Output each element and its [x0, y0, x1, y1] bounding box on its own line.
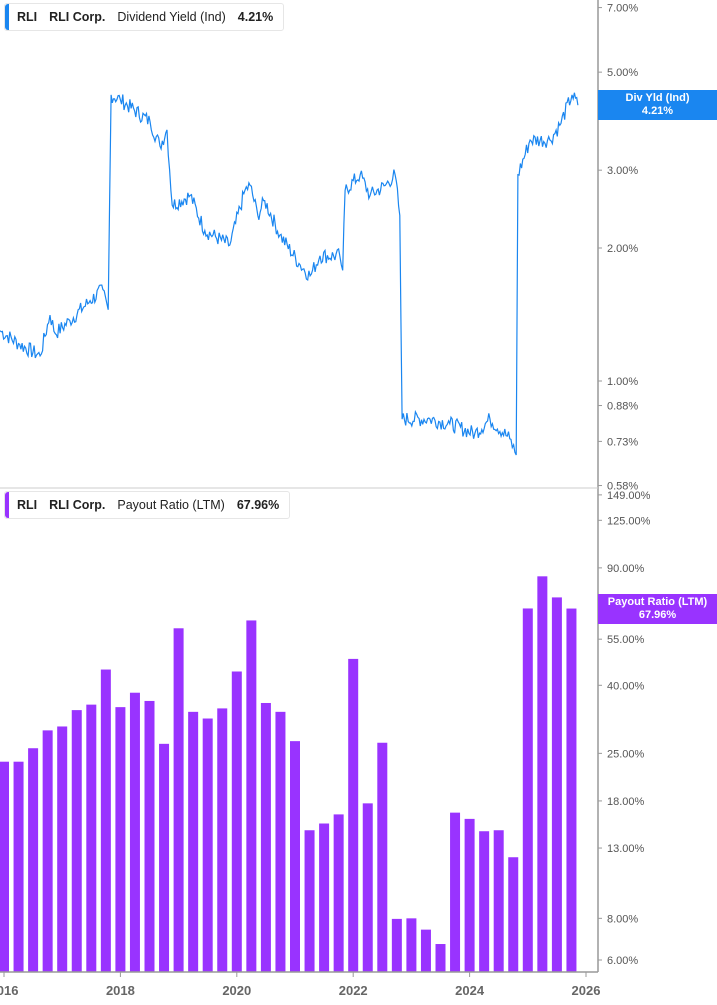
legend-color-swatch [5, 4, 9, 30]
yield-y-tick-label: 2.00% [607, 243, 638, 255]
legend-company: RLI Corp. [49, 10, 106, 24]
payout-bar [144, 700, 155, 972]
yield-y-tick-label: 1.00% [607, 376, 638, 388]
payout-bar [304, 830, 315, 972]
payout-bar [246, 620, 257, 972]
payout-bar [406, 918, 417, 972]
payout-y-tick-label: 13.00% [607, 843, 645, 855]
x-tick-label: 2022 [339, 983, 368, 998]
legend-value: 67.96% [236, 498, 280, 512]
x-tick-label: 2016 [0, 983, 18, 998]
legend-ticker: RLI [17, 498, 38, 512]
payout-bar [450, 812, 461, 972]
yield-y-tick-label: 5.00% [607, 67, 638, 79]
badge-value: 67.96% [638, 609, 677, 621]
payout-bar [333, 814, 344, 972]
payout-bar [202, 718, 213, 972]
legend-ticker: RLI [17, 10, 38, 24]
payout-bar [217, 708, 228, 972]
payout-bar [348, 658, 359, 972]
payout-bar [537, 576, 548, 972]
payout-y-tick-label: 125.00% [607, 515, 651, 527]
legend-color-swatch [5, 492, 9, 518]
payout-bar [391, 918, 402, 972]
yield-y-tick-label: 0.88% [607, 401, 638, 413]
payout-bar [86, 704, 97, 972]
payout-bar [522, 608, 533, 972]
payout-bar [115, 707, 126, 972]
yield-y-tick-label: 0.73% [607, 436, 638, 448]
payout-bar [435, 944, 446, 972]
payout-y-tick-label: 8.00% [607, 913, 638, 925]
legend-company: RLI Corp. [49, 498, 106, 512]
yield-y-tick-label: 3.00% [607, 165, 638, 177]
legend-value: 4.21% [237, 10, 274, 24]
payout-bar [13, 761, 24, 972]
x-tick-label: 2024 [455, 983, 485, 998]
badge-value: 4.21% [641, 105, 674, 117]
x-tick-label: 2018 [106, 983, 135, 998]
payout-y-tick-label: 25.00% [607, 748, 645, 760]
payout-bar [377, 742, 388, 972]
payout-y-tick-label: 40.00% [607, 680, 645, 692]
payout-bar [231, 671, 242, 972]
payout-bar [100, 669, 111, 972]
payout-bar [173, 628, 184, 972]
payout-bar [71, 710, 82, 972]
payout-bar [260, 702, 271, 972]
payout-bar [290, 741, 300, 972]
payout-y-tick-label: 55.00% [607, 634, 645, 646]
payout-y-tick-label: 18.00% [607, 796, 645, 808]
payout-bar [57, 726, 68, 972]
payout-bar [275, 711, 286, 972]
payout-bar [464, 818, 475, 972]
payout-bar [319, 823, 330, 972]
top-legend: RLI RLI Corp. Dividend Yield (Ind) 4.21% [4, 3, 285, 31]
yield-price-badge: Div Yld (Ind) 4.21% [598, 90, 717, 120]
payout-bar [188, 711, 199, 972]
legend-metric: Payout Ratio (LTM) [117, 498, 225, 512]
payout-y-tick-label: 90.00% [607, 563, 645, 575]
payout-bar [566, 608, 577, 972]
payout-bar [129, 692, 140, 972]
payout-bar [551, 597, 562, 972]
payout-bar [159, 743, 170, 972]
yield-y-tick-label: 0.58% [607, 481, 638, 493]
yield-y-tick-label: 7.00% [607, 3, 638, 15]
x-tick-label: 2026 [572, 983, 601, 998]
payout-bar [362, 803, 373, 972]
payout-bar [0, 761, 9, 972]
payout-y-tick-label: 149.00% [607, 490, 651, 502]
payout-bar [493, 830, 504, 972]
payout-bar [28, 748, 39, 972]
x-tick-label: 2020 [222, 983, 251, 998]
bottom-legend: RLI RLI Corp. Payout Ratio (LTM) 67.96% [4, 491, 291, 519]
payout-price-badge: Payout Ratio (LTM) 67.96% [598, 594, 717, 624]
payout-y-tick-label: 6.00% [607, 955, 638, 967]
badge-label: Payout Ratio (LTM) [607, 596, 708, 608]
yield-line [0, 92, 579, 456]
legend-metric: Dividend Yield (Ind) [117, 10, 226, 24]
payout-bar [420, 929, 431, 972]
payout-bar [508, 857, 519, 972]
badge-label: Div Yld (Ind) [625, 92, 690, 104]
payout-bar [42, 730, 53, 972]
payout-bar [479, 831, 490, 972]
